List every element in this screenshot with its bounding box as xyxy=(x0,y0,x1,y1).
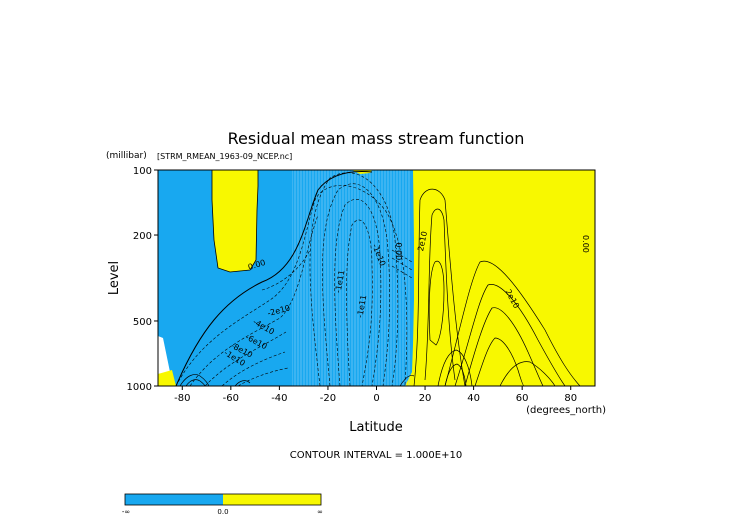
y-tick-label: 1000 xyxy=(127,382,152,393)
x-tick-label: 80 xyxy=(564,393,577,404)
x-tick-label: 60 xyxy=(516,393,529,404)
colorbar-label-min: -∞ xyxy=(122,508,130,516)
x-tick-label: 20 xyxy=(419,393,432,404)
colorbar-frame xyxy=(124,493,322,506)
colorbar-label-mid: 0.0 xyxy=(217,508,228,516)
contour-label: 0.00 xyxy=(581,235,590,253)
contour-label: 2e10 xyxy=(416,230,429,252)
x-tick-label: -60 xyxy=(223,393,239,404)
x-tick-label: 0 xyxy=(373,393,379,404)
chart-subtitle: [STRM_RMEAN_1963-09_NCEP.nc] xyxy=(157,152,292,161)
colorbar: -∞ 0.0 ∞ xyxy=(122,493,323,516)
x-unit-label: (degrees_north) xyxy=(526,405,606,416)
contour-label: -1e11 xyxy=(355,294,368,318)
y-tick-label: 200 xyxy=(133,231,152,242)
plot-area: 0.00-2e10-4e10-6e10-8e10-1e10-1e11-1e11-… xyxy=(158,170,595,386)
x-tick-label: -80 xyxy=(174,393,190,404)
x-tick-label: 40 xyxy=(467,393,480,404)
x-tick-label: -20 xyxy=(320,393,336,404)
y-axis-title: Level xyxy=(107,261,122,295)
y-axis: 100 200 500 1000 xyxy=(127,166,158,393)
y-tick-label: 100 xyxy=(133,166,152,177)
contour-interval-text: CONTOUR INTERVAL = 1.000E+10 xyxy=(290,450,462,461)
colorbar-negative xyxy=(125,494,223,505)
missing-region xyxy=(158,336,170,374)
y-tick-label: 500 xyxy=(133,317,152,328)
y-unit-label: (millibar) xyxy=(106,151,147,161)
contour-label: 0.00 xyxy=(394,242,403,260)
contour-label: -1e11 xyxy=(334,269,347,293)
positive-corner xyxy=(158,370,176,386)
x-axis-title: Latitude xyxy=(349,420,403,435)
hatch-band xyxy=(292,170,410,386)
chart-title: Residual mean mass stream function xyxy=(228,129,525,148)
zero-contour xyxy=(175,171,373,386)
negative-contours xyxy=(175,172,413,386)
colorbar-positive xyxy=(223,494,321,505)
x-axis: -80 -60 -40 -20 0 20 40 60 80 xyxy=(174,386,577,404)
x-tick-label: -40 xyxy=(271,393,287,404)
colorbar-label-max: ∞ xyxy=(317,508,323,516)
positive-contours xyxy=(179,188,581,386)
positive-tongue-top xyxy=(211,170,259,273)
